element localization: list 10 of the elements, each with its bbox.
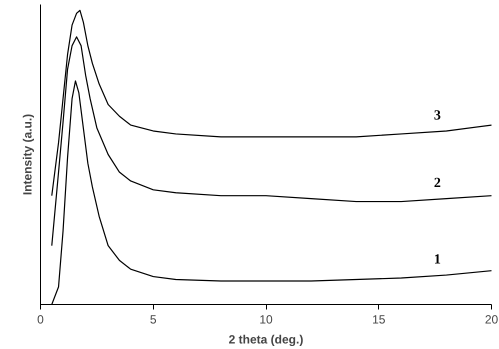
series-label: 3 bbox=[434, 108, 441, 124]
x-axis-title: 2 theta (deg.) bbox=[228, 332, 304, 346]
y-axis-title: Intensity (a.u.) bbox=[20, 114, 34, 196]
x-tick-label: 10 bbox=[259, 312, 273, 326]
series-label: 1 bbox=[434, 252, 441, 268]
x-tick-label: 20 bbox=[484, 312, 498, 326]
x-tick-label: 5 bbox=[150, 312, 157, 326]
x-tick-label: 15 bbox=[372, 312, 386, 326]
series-label: 2 bbox=[434, 176, 441, 192]
x-tick-label: 0 bbox=[37, 312, 44, 326]
